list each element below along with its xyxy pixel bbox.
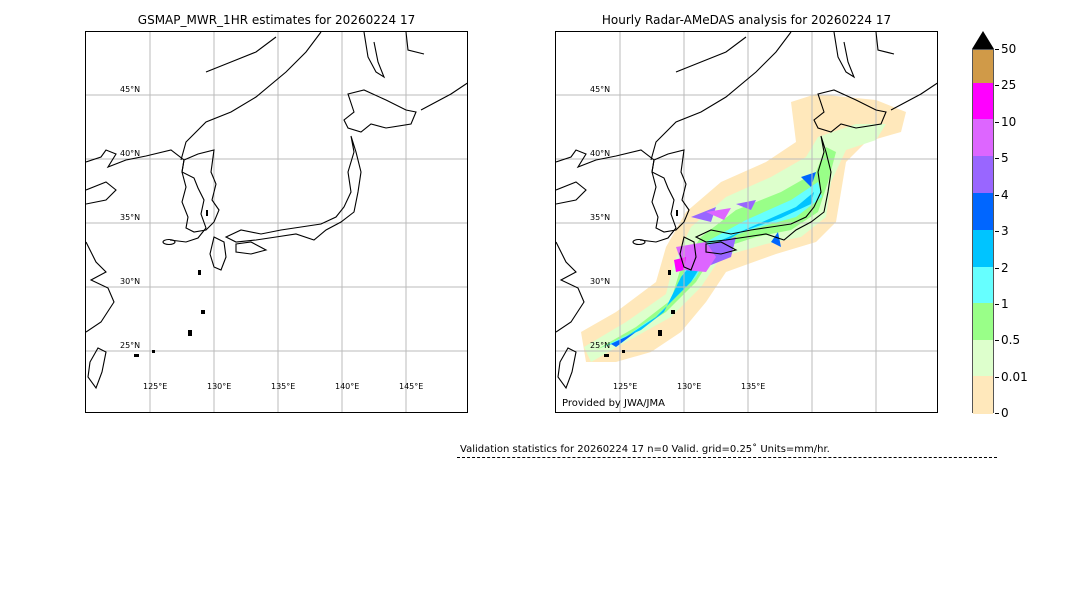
colorbar-band-3-4 (973, 193, 993, 230)
lat-label: 25°N (590, 341, 611, 350)
colorbar-band-4-5 (973, 156, 993, 193)
lat-label: 40°N (590, 149, 611, 158)
precipitation-field (581, 94, 906, 362)
right-map-graphic (556, 32, 937, 412)
lon-label: 140°E (335, 382, 360, 391)
lon-label: 135°E (271, 382, 296, 391)
colorbar-band-2-3 (973, 230, 993, 267)
lat-label: 40°N (120, 149, 141, 158)
colorbar-tick (995, 377, 999, 378)
colorbar-band-0-0.01 (973, 376, 993, 414)
lat-label: 25°N (120, 341, 141, 350)
colorbar-tick-label: 1 (1001, 297, 1009, 311)
right-map-title: Hourly Radar-AMeDAS analysis for 2026022… (601, 13, 892, 27)
left-map-title: GSMAP_MWR_1HR estimates for 20260224 17 (137, 13, 416, 27)
colorbar (972, 49, 994, 414)
lon-label: 125°E (143, 382, 168, 391)
colorbar-tick (995, 304, 999, 305)
lon-label: 130°E (677, 382, 702, 391)
colorbar-tick (995, 49, 999, 50)
validation-divider (457, 457, 997, 458)
colorbar-tick-label: 0 (1001, 406, 1009, 420)
colorbar-tick-label: 3 (1001, 224, 1009, 238)
colorbar-tick (995, 122, 999, 123)
left-map-panel: 45°N 40°N 35°N 30°N 25°N 125°E 130°E 135… (85, 31, 468, 413)
colorbar-tick (995, 195, 999, 196)
validation-statistics: Validation statistics for 20260224 17 n=… (460, 444, 830, 455)
coastlines (86, 32, 467, 390)
colorbar-tick-label: 25 (1001, 78, 1017, 92)
lat-label: 35°N (120, 213, 141, 222)
colorbar-tick-label: 10 (1001, 115, 1017, 129)
colorbar-tick-label: 5 (1001, 151, 1009, 165)
islands (134, 210, 208, 357)
colorbar-tick-label: 0.5 (1001, 333, 1021, 347)
colorbar-band-0.5-1 (973, 303, 993, 340)
lon-label: 125°E (613, 382, 638, 391)
right-map-panel: 45°N 40°N 35°N 30°N 25°N 125°E 130°E 135… (555, 31, 938, 413)
lat-label: 30°N (120, 277, 141, 286)
colorbar-tick-label: 4 (1001, 188, 1009, 202)
lon-label: 130°E (207, 382, 232, 391)
colorbar-tick-label: 2 (1001, 261, 1009, 275)
colorbar-tick (995, 231, 999, 232)
colorbar-band-25-50 (973, 50, 993, 83)
lat-label: 35°N (590, 213, 611, 222)
lat-label: 30°N (590, 277, 611, 286)
colorbar-tick (995, 85, 999, 86)
lon-label: 135°E (741, 382, 766, 391)
colorbar-band-1-2 (973, 267, 993, 303)
colorbar-tick (995, 413, 999, 414)
graticule (86, 32, 467, 412)
graticule (556, 32, 937, 412)
lat-label: 45°N (590, 85, 611, 94)
colorbar-extend-triangle (972, 31, 994, 49)
colorbar-tick (995, 340, 999, 341)
colorbar-band-0.01-0.5 (973, 340, 993, 376)
islands (604, 210, 678, 357)
coastlines (556, 32, 937, 390)
left-map-graphic (86, 32, 467, 412)
data-credit: Provided by JWA/JMA (562, 398, 665, 409)
colorbar-tick-label: 50 (1001, 42, 1017, 56)
colorbar-tick-label: 0.01 (1001, 370, 1028, 384)
lon-label: 145°E (399, 382, 424, 391)
colorbar-band-10-25 (973, 83, 993, 119)
lat-label: 45°N (120, 85, 141, 94)
colorbar-band-5-10 (973, 119, 993, 156)
colorbar-tick (995, 268, 999, 269)
colorbar-tick (995, 158, 999, 159)
